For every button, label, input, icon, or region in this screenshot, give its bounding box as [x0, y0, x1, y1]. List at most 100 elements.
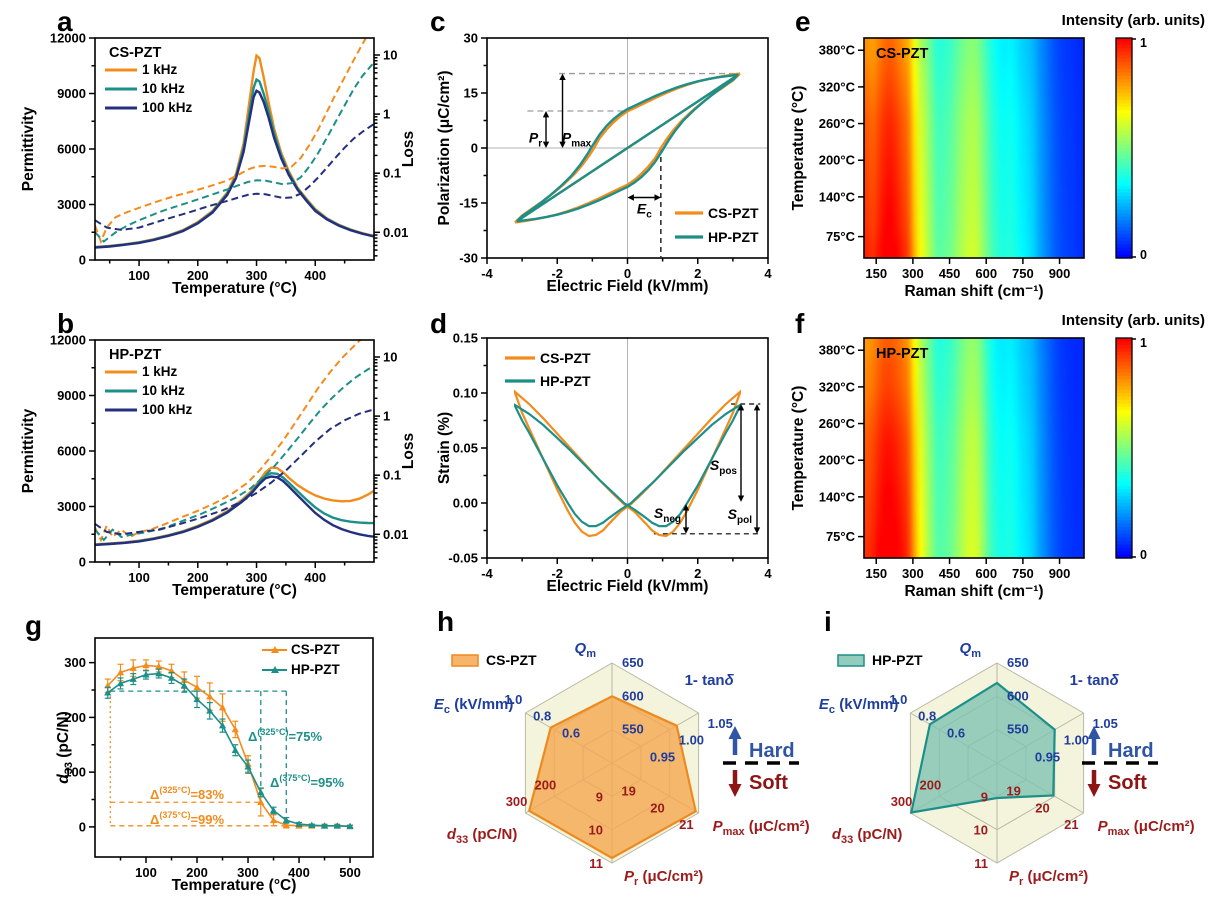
svg-text:HP-PZT: HP-PZT [872, 652, 923, 668]
svg-text:0.00: 0.00 [453, 496, 478, 511]
svg-text:Ec (kV/mm): Ec (kV/mm) [819, 696, 899, 716]
svg-text:Spol: Spol [728, 506, 753, 526]
svg-text:3000: 3000 [57, 197, 86, 212]
svg-text:550: 550 [1007, 722, 1029, 737]
panel-letter-c: c [430, 6, 446, 37]
svg-text:HP-PZT: HP-PZT [109, 347, 162, 363]
svg-text:0.01: 0.01 [383, 225, 408, 240]
svg-text:HP-PZT: HP-PZT [291, 662, 341, 677]
svg-text:21: 21 [679, 817, 693, 832]
svg-text:Loss: Loss [400, 131, 417, 167]
svg-text:Ec (kV/mm): Ec (kV/mm) [434, 696, 514, 716]
svg-text:-2: -2 [551, 566, 563, 581]
svg-text:CS-PZT: CS-PZT [291, 642, 341, 657]
svg-text:400: 400 [304, 570, 326, 585]
svg-text:Temperature (°C): Temperature (°C) [172, 582, 297, 599]
svg-text:0.05: 0.05 [453, 441, 478, 456]
svg-text:380°C: 380°C [819, 343, 856, 358]
svg-text:3000: 3000 [57, 499, 86, 514]
svg-text:Permittivity: Permittivity [20, 408, 37, 493]
svg-text:Spos: Spos [710, 457, 738, 477]
raman-heatmap-hp [864, 338, 1084, 558]
svg-text:300: 300 [246, 268, 268, 283]
svg-text:1.00: 1.00 [1064, 733, 1089, 748]
svg-text:0.95: 0.95 [650, 749, 675, 764]
svg-text:0: 0 [471, 141, 478, 156]
svg-text:Δ(325°C)=75%: Δ(325°C)=75% [248, 727, 323, 744]
svg-text:200: 200 [64, 710, 86, 725]
panel-letter-b: b [57, 308, 75, 339]
svg-text:1: 1 [1140, 336, 1147, 350]
svg-text:Pr (μC/cm²): Pr (μC/cm²) [1009, 868, 1088, 888]
svg-text:9000: 9000 [57, 86, 86, 101]
svg-text:300: 300 [902, 566, 924, 581]
svg-text:300: 300 [902, 266, 924, 281]
panel-letter-h: h [437, 606, 455, 637]
svg-text:9: 9 [981, 789, 988, 804]
svg-text:600: 600 [975, 266, 997, 281]
svg-text:1: 1 [383, 107, 390, 122]
svg-text:Pr (μC/cm²): Pr (μC/cm²) [624, 868, 703, 888]
svg-text:0: 0 [79, 555, 86, 570]
svg-text:CS-PZT: CS-PZT [708, 205, 759, 221]
panel-letter-f: f [795, 308, 805, 339]
svg-text:500: 500 [339, 865, 361, 880]
svg-text:0: 0 [1140, 248, 1147, 262]
svg-text:Δ(375°C)=95%: Δ(375°C)=95% [270, 773, 345, 790]
svg-text:-15: -15 [459, 196, 478, 211]
svg-text:600: 600 [1007, 688, 1029, 703]
svg-text:1.0: 1.0 [504, 692, 522, 707]
svg-text:2: 2 [694, 566, 701, 581]
svg-text:200: 200 [187, 268, 209, 283]
svg-text:600: 600 [622, 688, 644, 703]
svg-text:200°C: 200°C [819, 453, 856, 468]
svg-text:Raman shift (cm⁻¹): Raman shift (cm⁻¹) [904, 583, 1043, 600]
svg-text:Qm: Qm [960, 640, 982, 660]
svg-text:260°C: 260°C [819, 116, 856, 131]
svg-text:10: 10 [589, 823, 603, 838]
svg-text:0.6: 0.6 [947, 725, 965, 740]
svg-text:320°C: 320°C [819, 379, 856, 394]
svg-text:0.10: 0.10 [453, 386, 478, 401]
svg-text:Soft: Soft [749, 772, 788, 794]
svg-text:20: 20 [650, 800, 664, 815]
svg-text:0.6: 0.6 [562, 725, 580, 740]
svg-text:HP-PZT: HP-PZT [876, 346, 929, 362]
svg-text:10: 10 [974, 823, 988, 838]
svg-text:1.00: 1.00 [679, 733, 704, 748]
svg-text:Hard: Hard [749, 740, 795, 762]
svg-text:200: 200 [186, 865, 208, 880]
svg-text:140°C: 140°C [819, 189, 856, 204]
svg-text:1: 1 [1140, 36, 1147, 50]
svg-text:Qm: Qm [575, 640, 597, 660]
svg-text:150: 150 [865, 266, 887, 281]
svg-text:0.1: 0.1 [383, 166, 401, 181]
svg-text:-4: -4 [481, 266, 493, 281]
svg-text:750: 750 [1012, 266, 1034, 281]
raman-heatmap-cs [864, 38, 1084, 258]
svg-text:20: 20 [1035, 800, 1049, 815]
svg-text:1 kHz: 1 kHz [142, 364, 178, 379]
svg-text:19: 19 [621, 784, 635, 799]
svg-text:Strain (%): Strain (%) [436, 412, 453, 484]
svg-text:100: 100 [135, 865, 157, 880]
panel-letter-e: e [795, 6, 811, 37]
svg-text:9: 9 [596, 789, 603, 804]
svg-text:600: 600 [975, 566, 997, 581]
svg-text:75°C: 75°C [826, 529, 856, 544]
svg-text:Δ(325°C)=83%: Δ(325°C)=83% [150, 785, 225, 802]
svg-text:300: 300 [246, 570, 268, 585]
panel-letter-a: a [57, 6, 73, 37]
svg-text:100: 100 [64, 765, 86, 780]
svg-text:0: 0 [624, 566, 631, 581]
svg-text:140°C: 140°C [819, 489, 856, 504]
svg-text:-0.05: -0.05 [448, 551, 478, 566]
svg-text:320°C: 320°C [819, 79, 856, 94]
svg-text:9000: 9000 [57, 388, 86, 403]
svg-text:HP-PZT: HP-PZT [708, 229, 759, 245]
svg-text:Loss: Loss [400, 433, 417, 469]
svg-text:0.8: 0.8 [918, 709, 936, 724]
svg-text:750: 750 [1012, 566, 1034, 581]
svg-text:450: 450 [939, 566, 961, 581]
